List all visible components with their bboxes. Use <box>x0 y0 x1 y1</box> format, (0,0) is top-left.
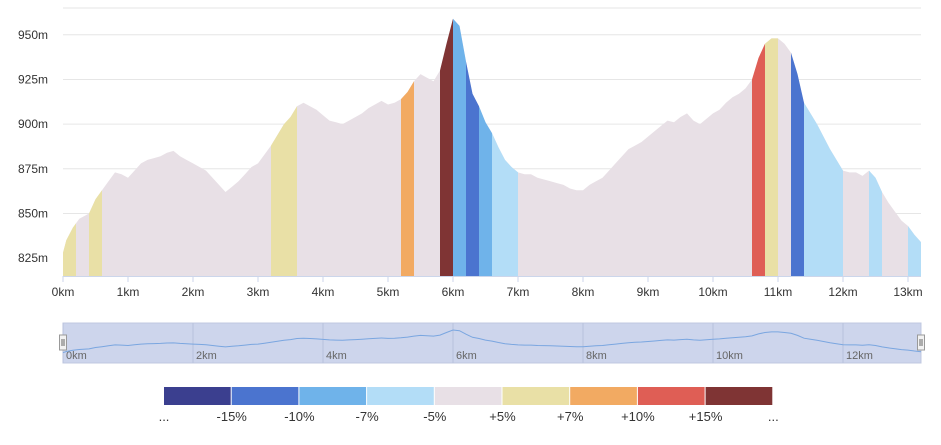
gradient-band-14 <box>908 18 921 276</box>
legend-label: +10% <box>621 409 655 424</box>
legend-label: -15% <box>217 409 248 424</box>
navigator-tick-label: 10km <box>716 350 743 362</box>
x-tick-label: 9km <box>637 285 660 299</box>
range-navigator[interactable]: 0km 2km 4km 6km 8km 10km 12km <box>59 322 925 364</box>
gradient-band-11 <box>791 18 804 276</box>
legend-swatch-1 <box>231 387 299 405</box>
gradient-band-8 <box>492 18 518 276</box>
gradient-legend: ... -15% -10% -7% -5% +5% +7% +10% +15%... <box>159 387 779 424</box>
x-tick-label: 6km <box>442 285 465 299</box>
x-tick-label: 11km <box>764 285 792 299</box>
x-tick-label: 1km <box>117 285 140 299</box>
x-tick-label: 10km <box>698 285 727 299</box>
y-axis: 825m 850m 875m 900m 925m 950m <box>18 28 48 265</box>
navigator-tick-label: 8km <box>586 350 607 362</box>
navigator-right-handle[interactable] <box>917 334 925 351</box>
x-tick-label: 3km <box>247 285 270 299</box>
y-tick-label: 875m <box>18 162 48 176</box>
legend-label: -10% <box>284 409 315 424</box>
y-tick-label: 900m <box>18 117 48 131</box>
legend-label: ... <box>768 409 779 424</box>
gradient-band-12 <box>804 18 843 276</box>
gradient-band-9 <box>752 18 765 276</box>
navigator-left-handle[interactable] <box>59 334 67 351</box>
legend-swatch-8 <box>705 387 773 405</box>
legend-label: -5% <box>423 409 447 424</box>
gradient-band-6 <box>466 18 479 276</box>
gradient-band-2 <box>271 18 297 276</box>
navigator-tick-label: 2km <box>196 350 217 362</box>
y-tick-label: 825m <box>18 251 48 265</box>
navigator-tick-label: 0km <box>66 350 87 362</box>
legend-label: +5% <box>489 409 516 424</box>
y-tick-label: 850m <box>18 206 48 220</box>
x-tick-label: 5km <box>377 285 400 299</box>
gradient-band-13 <box>869 18 882 276</box>
gradient-band-3 <box>401 18 414 276</box>
x-tick-label: 0km <box>52 285 75 299</box>
navigator-tick-label: 12km <box>846 350 873 362</box>
legend-swatch-6 <box>570 387 637 405</box>
legend-label: +7% <box>557 409 584 424</box>
gradient-band-7 <box>479 18 492 276</box>
x-tick-label: 8km <box>572 285 595 299</box>
gradient-band-1 <box>89 18 102 276</box>
legend-swatch-5 <box>502 387 570 405</box>
legend-swatch-3 <box>367 387 434 405</box>
x-tick-label: 4km <box>312 285 335 299</box>
navigator-tick-label: 6km <box>456 350 477 362</box>
gradient-band-5 <box>453 18 466 276</box>
y-tick-label: 925m <box>18 72 48 86</box>
navigator-background[interactable] <box>62 322 922 364</box>
legend-swatch-0 <box>164 387 231 405</box>
legend-label: -7% <box>356 409 380 424</box>
gradient-band-4 <box>440 18 453 276</box>
gradient-band-10 <box>765 18 778 276</box>
x-tick-label: 13km <box>893 285 922 299</box>
x-tick-label: 7km <box>507 285 530 299</box>
legend-label: +15% <box>689 409 723 424</box>
elevation-area <box>63 18 921 276</box>
legend-label: ... <box>159 409 170 424</box>
x-tick-label: 12km <box>828 285 857 299</box>
legend-swatch-2 <box>299 387 367 405</box>
navigator-series-line <box>62 329 922 354</box>
gradient-band-0 <box>63 18 76 276</box>
navigator-tick-label: 4km <box>326 350 347 362</box>
legend-swatch-7 <box>637 387 705 405</box>
y-tick-label: 950m <box>18 28 48 42</box>
x-axis: 0km 1km 2km 3km 4km 5km 6km 7km 8km 9km 10km 11km 12… <box>52 276 923 299</box>
x-tick-label: 2km <box>182 285 205 299</box>
legend-swatch-4 <box>434 387 502 405</box>
